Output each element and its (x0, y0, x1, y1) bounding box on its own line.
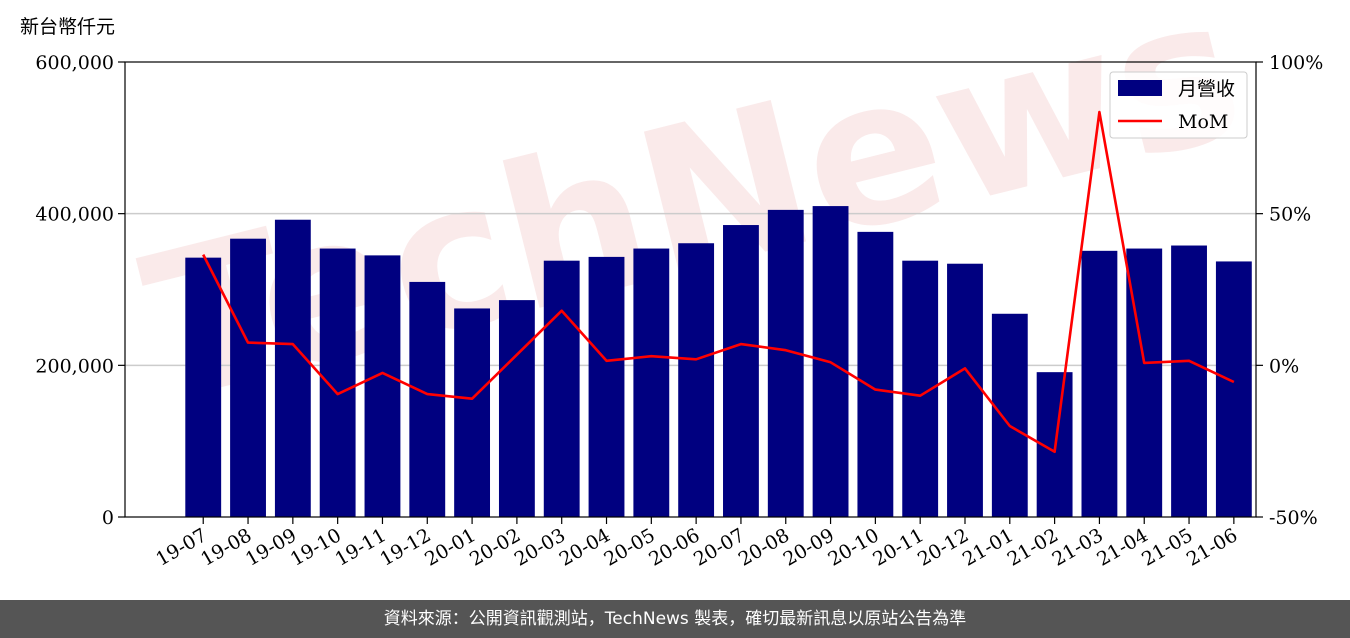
legend-label-line: MoM (1178, 111, 1228, 133)
bar-19-07 (185, 257, 222, 517)
bar-19-11 (364, 255, 401, 517)
bar-20-06 (678, 243, 715, 517)
bar-21-06 (1215, 261, 1252, 517)
x-tick-label: 21-05 (1138, 524, 1196, 570)
x-tick-label: 20-05 (600, 524, 658, 570)
x-tick-label: 19-08 (197, 524, 255, 570)
mom-line-series (202, 110, 1235, 454)
right-tick-label: -50% (1269, 507, 1318, 529)
left-tick-label: 600,000 (35, 52, 114, 74)
x-tick-label: 19-10 (287, 524, 345, 570)
x-tick-label: 20-03 (511, 524, 569, 570)
x-tick-label: 20-07 (690, 524, 748, 570)
bar-21-03 (1081, 250, 1118, 517)
right-tick-label: 0% (1269, 355, 1299, 377)
x-tick-label: 20-04 (556, 524, 614, 570)
x-tick-label: 20-11 (869, 524, 927, 570)
bar-20-07 (723, 225, 759, 517)
x-tick-label: 19-09 (242, 524, 300, 570)
bar-19-12 (409, 281, 446, 517)
bar-20-01 (454, 308, 491, 517)
x-tick-label: 20-01 (421, 524, 479, 570)
bar-20-04 (588, 256, 625, 517)
x-tick-label: 20-06 (645, 524, 703, 570)
left-tick-label: 400,000 (35, 204, 114, 226)
bar-series (185, 206, 1252, 518)
x-tick-label: 21-03 (1048, 524, 1106, 570)
source-footer: 資料來源：公開資訊觀測站，TechNews 製表，確切最新訊息以原站公告為準 (0, 600, 1350, 638)
bar-20-08 (767, 209, 804, 517)
right-tick-label: 100% (1269, 52, 1323, 74)
bar-20-03 (543, 260, 580, 517)
bar-20-02 (498, 300, 535, 517)
bar-20-12 (947, 263, 983, 517)
bar-19-08 (230, 238, 266, 518)
x-tick-label: 20-12 (914, 524, 972, 570)
plot-frame (124, 61, 1257, 518)
x-tick-label: 21-06 (1183, 524, 1241, 570)
right-tick-label: 50% (1269, 204, 1311, 226)
bar-20-10 (857, 231, 894, 517)
y-unit-label: 新台幣仟元 (20, 16, 115, 38)
mom-line (202, 110, 1235, 454)
legend-label-bar: 月營收 (1178, 78, 1235, 100)
bar-21-05 (1171, 245, 1207, 517)
left-tick-label: 0 (102, 507, 114, 529)
bar-21-01 (991, 313, 1028, 517)
x-tick-label: 20-02 (466, 524, 524, 570)
x-tick-label: 19-12 (376, 524, 434, 570)
x-tick-label: 19-11 (332, 524, 390, 570)
x-tick-label: 19-07 (152, 524, 210, 570)
right-axis: -50% 0% 50% 100% (1256, 52, 1323, 529)
legend: 月營收 MoM (1109, 71, 1248, 139)
bar-20-05 (633, 248, 670, 518)
x-axis: 19-0719-0819-0919-1019-1119-1220-0120-02… (152, 517, 1241, 571)
bar-19-10 (319, 248, 356, 518)
x-tick-label: 20-10 (824, 524, 882, 570)
x-tick-label: 21-02 (1004, 524, 1062, 570)
left-tick-label: 200,000 (35, 355, 114, 377)
x-tick-label: 20-08 (735, 524, 793, 570)
x-tick-label: 21-04 (1093, 524, 1151, 570)
x-tick-label: 21-01 (959, 524, 1017, 570)
bar-19-09 (274, 219, 311, 517)
legend-swatch-bar (1118, 80, 1162, 96)
x-tick-label: 20-09 (780, 524, 838, 570)
left-axis: 0 200,000 400,000 600,000 (35, 52, 125, 529)
